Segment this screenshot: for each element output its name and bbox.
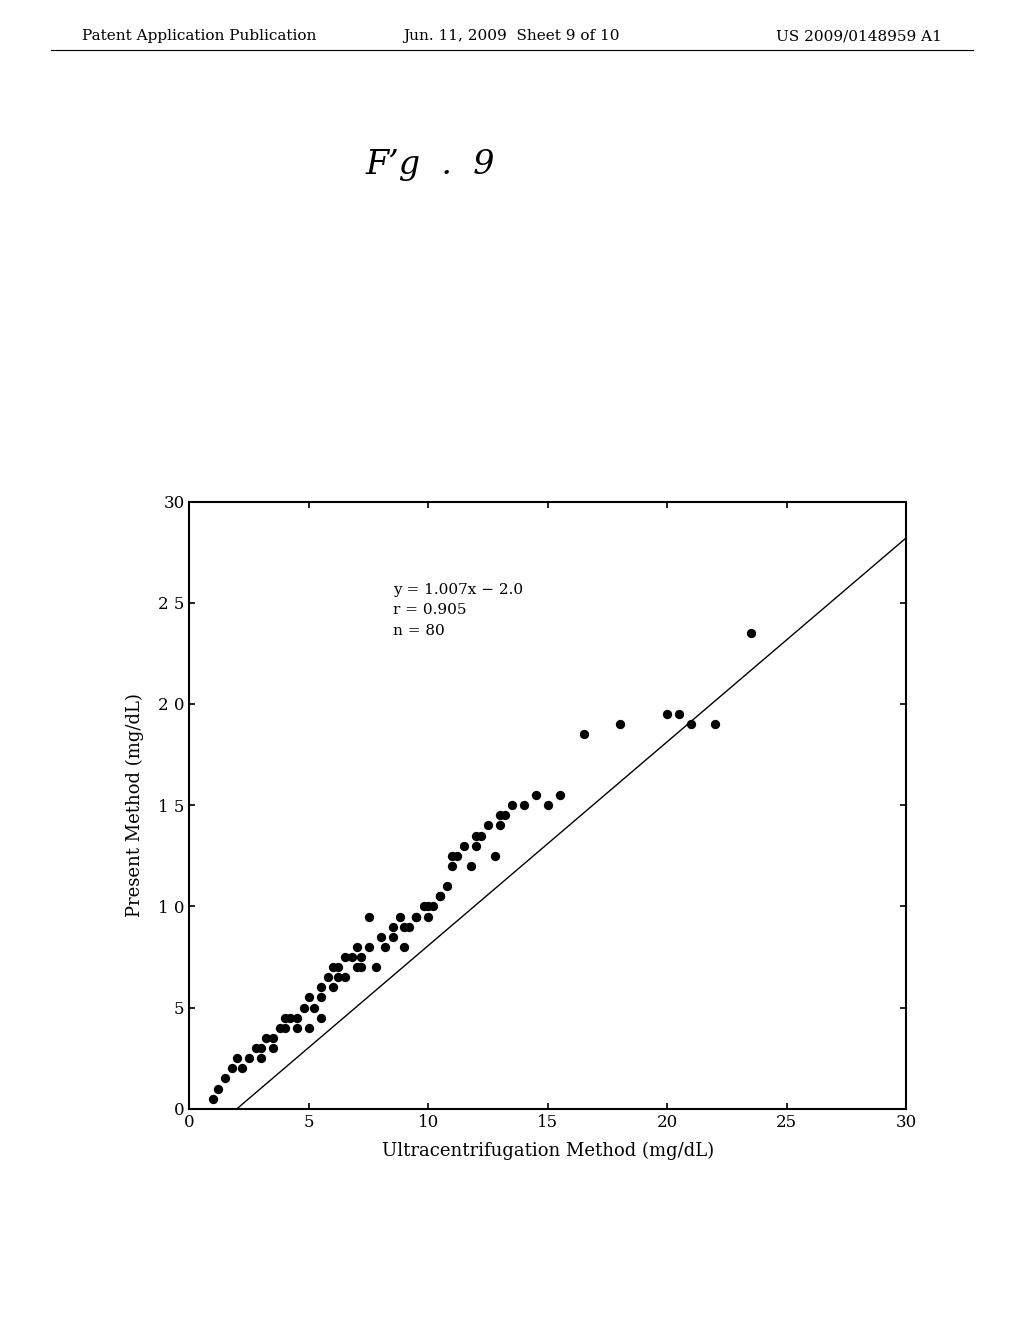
Point [301, 987, 317, 1008]
Text: US 2009/0148959 A1: US 2009/0148959 A1 [776, 29, 942, 44]
Point [409, 906, 425, 927]
Point [401, 916, 418, 937]
Point [420, 906, 436, 927]
Point [258, 1027, 274, 1048]
Point [416, 896, 432, 917]
Point [497, 805, 513, 826]
Point [282, 1007, 298, 1028]
Point [377, 936, 393, 957]
X-axis label: Ultracentrifugation Method (mg/dL): Ultracentrifugation Method (mg/dL) [382, 1142, 714, 1160]
Point [473, 825, 489, 846]
Point [265, 1038, 282, 1059]
Point [659, 704, 676, 725]
Point [330, 957, 346, 978]
Point [348, 957, 365, 978]
Point [449, 845, 465, 866]
Point [468, 836, 484, 857]
Point [210, 1078, 226, 1100]
Point [312, 977, 329, 998]
Point [420, 896, 436, 917]
Point [312, 987, 329, 1008]
Point [360, 906, 377, 927]
Point [272, 1018, 289, 1039]
Point [312, 1007, 329, 1028]
Text: Patent Application Publication: Patent Application Publication [82, 29, 316, 44]
Point [205, 1088, 221, 1109]
Point [480, 814, 497, 836]
Point [492, 814, 508, 836]
Point [439, 875, 456, 896]
Point [527, 784, 544, 805]
Point [305, 997, 322, 1018]
Point [276, 1007, 293, 1028]
Text: F’g  .  9: F’g . 9 [366, 149, 495, 181]
Point [444, 845, 461, 866]
Point [444, 855, 461, 876]
Point [683, 714, 699, 735]
Point [671, 704, 687, 725]
Point [253, 1038, 269, 1059]
Point [289, 1007, 305, 1028]
Point [487, 845, 504, 866]
Point [325, 957, 341, 978]
Point [253, 1048, 269, 1069]
Text: y = 1.007x − 2.0
r = 0.905
n = 80: y = 1.007x − 2.0 r = 0.905 n = 80 [392, 582, 522, 638]
Point [337, 946, 353, 968]
Point [742, 623, 759, 644]
Point [301, 1018, 317, 1039]
Point [396, 936, 413, 957]
Point [289, 1018, 305, 1039]
Point [552, 784, 568, 805]
Point [396, 916, 413, 937]
Point [432, 886, 449, 907]
Point [707, 714, 723, 735]
Point [248, 1038, 264, 1059]
Point [504, 795, 520, 816]
Point [348, 936, 365, 957]
Point [492, 805, 508, 826]
Point [265, 1027, 282, 1048]
Point [233, 1057, 250, 1078]
Point [319, 966, 336, 987]
Point [463, 855, 479, 876]
Point [296, 997, 312, 1018]
Point [241, 1048, 257, 1069]
Point [409, 906, 425, 927]
Point [217, 1068, 233, 1089]
Point [373, 927, 389, 948]
Point [611, 714, 628, 735]
Point [229, 1048, 246, 1069]
Point [330, 966, 346, 987]
Point [325, 977, 341, 998]
Point [468, 825, 484, 846]
Point [575, 723, 592, 744]
Point [344, 946, 360, 968]
Point [368, 957, 384, 978]
Point [516, 795, 532, 816]
Point [360, 936, 377, 957]
Point [384, 916, 400, 937]
Y-axis label: Present Method (mg/dL): Present Method (mg/dL) [126, 693, 144, 917]
Point [337, 966, 353, 987]
Text: Jun. 11, 2009  Sheet 9 of 10: Jun. 11, 2009 Sheet 9 of 10 [403, 29, 621, 44]
Point [276, 1018, 293, 1039]
Point [540, 795, 556, 816]
Point [425, 896, 441, 917]
Point [384, 927, 400, 948]
Point [456, 836, 472, 857]
Point [353, 957, 370, 978]
Point [391, 906, 408, 927]
Point [353, 946, 370, 968]
Point [224, 1057, 241, 1078]
Point [432, 886, 449, 907]
